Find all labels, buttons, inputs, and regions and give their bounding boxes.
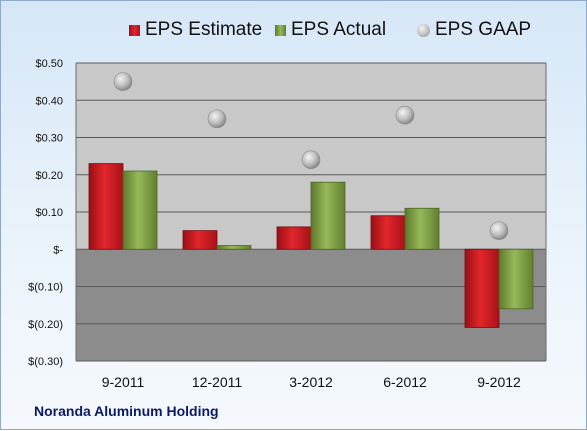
bar-eps-actual bbox=[216, 245, 252, 250]
point-eps-gaap bbox=[301, 150, 321, 170]
bar-eps-estimate bbox=[182, 230, 218, 250]
legend-swatch-eps-estimate bbox=[129, 24, 140, 36]
legend-item-eps-gaap: EPS GAAP bbox=[417, 17, 531, 43]
y-tick-label: $0.50 bbox=[35, 58, 63, 70]
bar-eps-actual bbox=[310, 181, 346, 250]
legend-swatch-eps-actual bbox=[275, 24, 286, 36]
legend: EPS Estimate EPS Actual EPS GAAP bbox=[129, 17, 531, 43]
bar-eps-actual bbox=[404, 207, 440, 250]
y-tick-label: $0.10 bbox=[35, 207, 63, 219]
x-tick-label: 6-2012 bbox=[383, 374, 427, 390]
bar-eps-actual bbox=[122, 170, 158, 250]
y-tick-label: $- bbox=[53, 244, 63, 256]
x-tick-label: 12-2011 bbox=[192, 374, 243, 390]
x-tick-label: 9-2011 bbox=[102, 374, 145, 390]
point-eps-gaap bbox=[207, 109, 227, 129]
y-tick-label: $(0.30) bbox=[28, 356, 63, 368]
legend-label-eps-gaap: EPS GAAP bbox=[435, 19, 532, 40]
point-eps-gaap bbox=[113, 72, 133, 91]
legend-item-eps-estimate: EPS Estimate bbox=[129, 17, 262, 43]
bar-eps-estimate bbox=[276, 226, 312, 250]
x-tick-label: 3-2012 bbox=[289, 374, 333, 390]
company-name: Noranda Aluminum Holding bbox=[34, 403, 219, 419]
bar-eps-estimate bbox=[370, 215, 406, 250]
x-tick-label: 9-2012 bbox=[477, 374, 521, 390]
point-eps-gaap bbox=[395, 105, 415, 125]
y-tick-label: $(0.10) bbox=[28, 282, 63, 294]
legend-item-eps-actual: EPS Actual bbox=[275, 17, 386, 43]
legend-swatch-eps-gaap bbox=[417, 23, 430, 37]
y-tick-label: $0.40 bbox=[35, 95, 63, 107]
legend-label-eps-actual: EPS Actual bbox=[291, 19, 387, 40]
bar-eps-actual bbox=[498, 248, 534, 310]
y-tick-label: $0.20 bbox=[35, 170, 63, 182]
y-tick-label: $(0.20) bbox=[28, 319, 63, 331]
y-tick-label: $0.30 bbox=[35, 133, 63, 145]
bar-eps-estimate bbox=[88, 163, 124, 250]
legend-label-eps-estimate: EPS Estimate bbox=[145, 19, 263, 40]
bar-eps-estimate bbox=[464, 248, 500, 328]
point-eps-gaap bbox=[489, 221, 509, 240]
